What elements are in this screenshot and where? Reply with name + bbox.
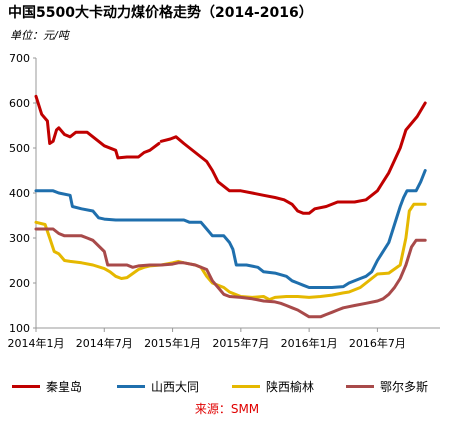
y-tick-label: 100: [9, 322, 30, 335]
legend-label: 鄂尔多斯: [380, 380, 429, 394]
legend-swatch: [117, 385, 145, 388]
series-line-2: [34, 169, 427, 289]
chart-title: 中国5500大卡动力煤价格走势（2014-2016）: [8, 5, 313, 21]
series-line-4: [34, 227, 427, 319]
legend-item-1: 秦皇岛: [12, 378, 82, 395]
x-tick-label: 2014年1月: [8, 336, 65, 350]
legend-item-4: 鄂尔多斯: [346, 378, 428, 395]
y-tick-label: 700: [9, 52, 30, 65]
x-tick-label: 2014年7月: [76, 336, 133, 350]
chart-legend: 秦皇岛 山西大同 陕西榆林 鄂尔多斯: [0, 378, 454, 396]
series-line-1: [34, 94, 161, 160]
unit-label: 单位：元/吨: [10, 29, 69, 42]
source-note: 来源：SMM: [194, 402, 260, 416]
legend-item-3: 陕西榆林: [232, 378, 314, 395]
y-tick-label: 400: [9, 187, 30, 200]
x-tick-label: 2015年1月: [144, 336, 201, 350]
legend-swatch: [346, 385, 374, 388]
y-tick-label: 600: [9, 97, 30, 110]
legend-swatch: [12, 385, 40, 388]
series-line-1: [159, 101, 427, 215]
legend-item-2: 山西大同: [117, 378, 199, 395]
x-tick-label: 2016年1月: [281, 336, 338, 350]
x-tick-label: 2016年7月: [349, 336, 406, 350]
line-chart: 100 200 300 400 500 600 700 2014年1月 2014年7月 2015年…: [8, 52, 440, 350]
legend-swatch: [232, 385, 260, 388]
x-tick-label: 2015年7月: [212, 336, 269, 350]
y-tick-label: 500: [9, 142, 30, 155]
legend-label: 秦皇岛: [46, 380, 83, 394]
legend-label: 山西大同: [151, 380, 200, 394]
y-tick-label: 200: [9, 277, 30, 290]
series-line-3: [34, 202, 427, 302]
y-tick-label: 300: [9, 232, 30, 245]
legend-label: 陕西榆林: [266, 380, 315, 394]
